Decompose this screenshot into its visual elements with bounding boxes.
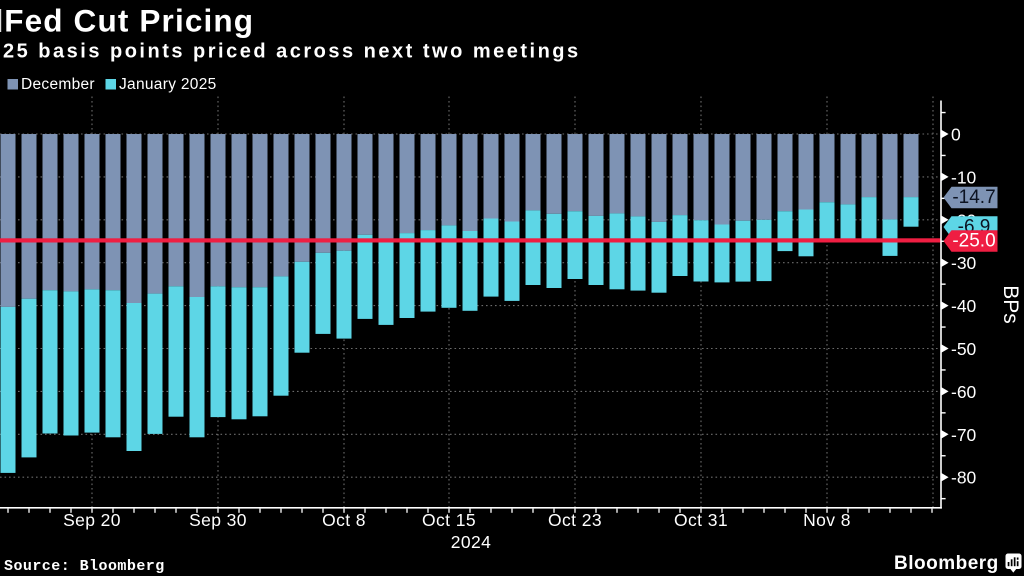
svg-text:0: 0 (951, 125, 961, 145)
svg-text:-50: -50 (951, 339, 977, 359)
svg-text:-30: -30 (951, 253, 977, 273)
svg-text:-40: -40 (951, 296, 977, 316)
svg-text:-14.7: -14.7 (952, 187, 995, 208)
svg-text:Nov 8: Nov 8 (803, 510, 851, 530)
svg-text:-10: -10 (951, 167, 977, 187)
svg-text:Oct 31: Oct 31 (674, 510, 728, 530)
svg-text:-70: -70 (951, 425, 977, 445)
svg-text:January 2025: January 2025 (119, 76, 217, 93)
svg-text:Fed Cut Pricing: Fed Cut Pricing (4, 3, 254, 39)
svg-text:Source: Bloomberg: Source: Bloomberg (4, 558, 165, 575)
svg-text:-25.0: -25.0 (952, 231, 995, 252)
svg-text:Sep 30: Sep 30 (189, 510, 247, 530)
svg-text:2024: 2024 (451, 532, 492, 552)
svg-text:December: December (21, 76, 95, 93)
svg-text:-80: -80 (951, 468, 977, 488)
svg-text:Bloomberg: Bloomberg (894, 553, 999, 574)
svg-text:BPs: BPs (999, 285, 1022, 324)
svg-text:Oct 23: Oct 23 (548, 510, 602, 530)
svg-text:Oct 15: Oct 15 (422, 510, 476, 530)
svg-text:Sep 20: Sep 20 (63, 510, 121, 530)
svg-text:25 basis points priced across: 25 basis points priced across next two m… (3, 41, 581, 63)
svg-text:Oct 8: Oct 8 (322, 510, 366, 530)
svg-text:-60: -60 (951, 382, 977, 402)
